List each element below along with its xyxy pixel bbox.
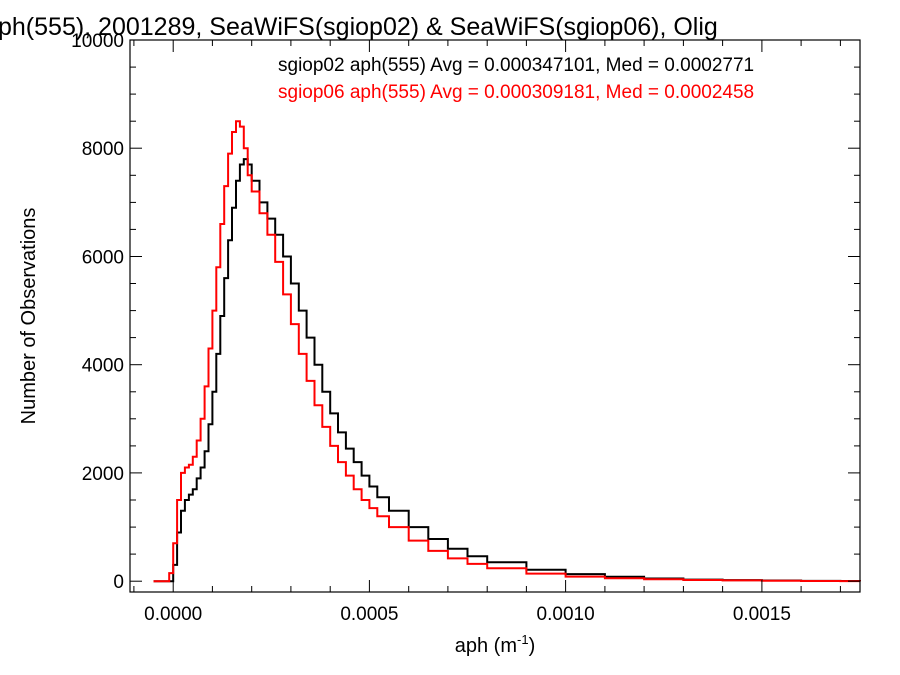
x-axis-label-main: aph (m (455, 635, 517, 657)
x-tick-label: 0.0015 (733, 604, 791, 625)
x-tick-label: 0.0005 (340, 604, 398, 625)
y-axis-label: Number of Observations (18, 208, 40, 425)
annotation-sgiop06: sgiop06 aph(555) Avg = 0.000309181, Med … (278, 82, 754, 103)
x-axis-label: aph (m-1) (455, 632, 535, 657)
series-line-sgiop02 (153, 158, 861, 583)
plot-frame (129, 39, 861, 593)
y-tick-label: 10000 (71, 31, 124, 52)
y-tick-label: 0 (113, 572, 124, 593)
plot-area: 0 2000 4000 6000 8000 10000 0.0000 0.0005 0.0010… (71, 31, 861, 625)
x-tick-label: 0.0010 (537, 604, 595, 625)
series-line-sgiop06 (153, 120, 861, 583)
y-tick-label: 6000 (82, 248, 124, 269)
annotation-sgiop02: sgiop02 aph(555) Avg = 0.000347101, Med … (278, 55, 754, 76)
y-tick-label: 4000 (82, 356, 124, 377)
chart-title: ph(555), 2001289, SeaWiFS(sgiop02) & Sea… (0, 13, 718, 41)
x-tick-label: 0.0000 (144, 604, 202, 625)
x-axis-label-superscript: -1 (517, 632, 529, 647)
x-axis-label-close: ) (529, 635, 536, 657)
y-tick-label: 8000 (82, 139, 124, 160)
y-tick-label: 2000 (82, 464, 124, 485)
